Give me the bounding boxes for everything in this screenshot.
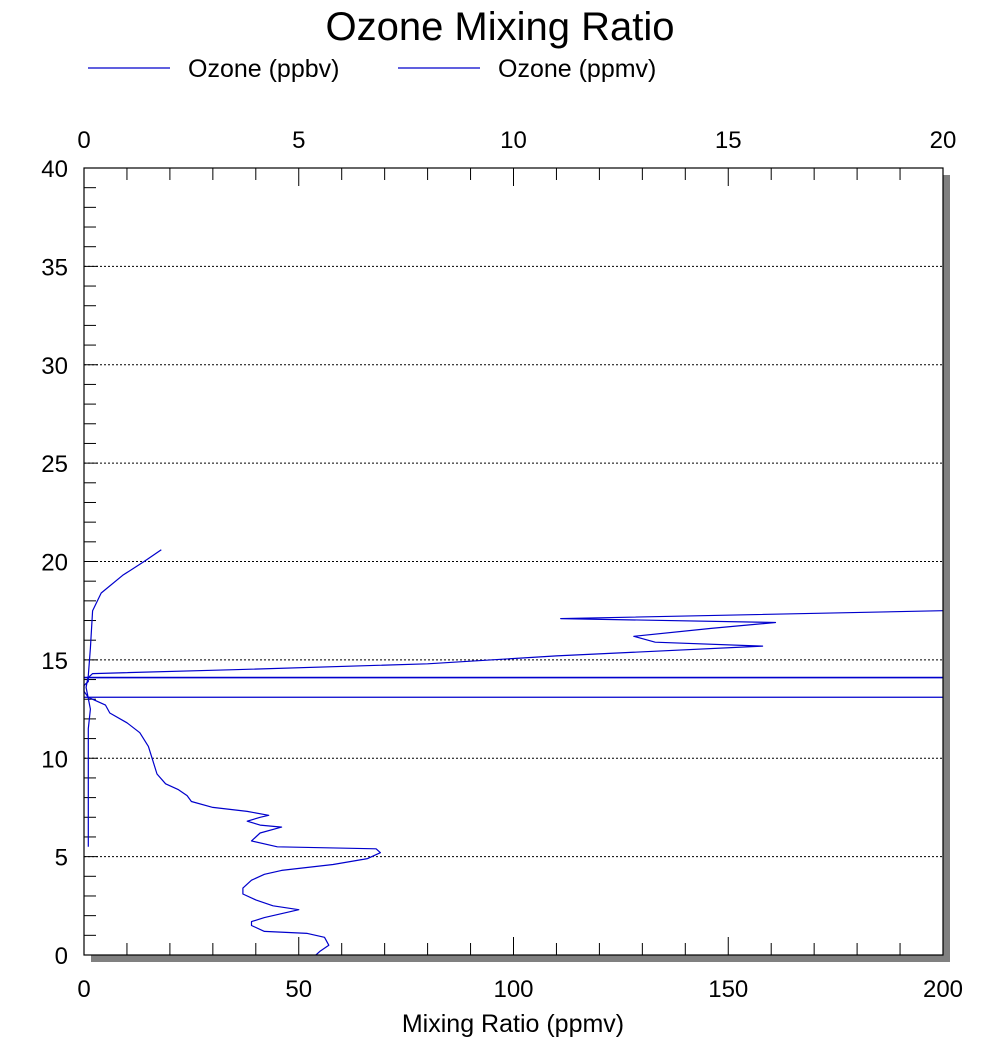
x-top-tick-label: 5	[292, 127, 305, 154]
x-axis-label: Mixing Ratio (ppmv)	[402, 1010, 624, 1038]
tick-labels: 0 5 10 15 20 25 30 35 40 0 50 100 150 200 0 5 10 15 20	[41, 127, 963, 1003]
y-tick-label: 25	[41, 451, 68, 478]
x-top-tick-label: 10	[500, 127, 527, 154]
legend-label-ppbv: Ozone (ppbv)	[188, 55, 339, 83]
legend-label-ppmv: Ozone (ppmv)	[498, 55, 656, 83]
y-tick-label: 10	[41, 746, 68, 773]
y-tick-label: 5	[55, 845, 68, 872]
x-top-tick-label: 15	[715, 127, 742, 154]
grid-lines	[84, 265, 943, 858]
y-tick-label: 0	[55, 943, 68, 970]
y-tick-label: 35	[41, 254, 68, 281]
y-tick-label: 30	[41, 353, 68, 380]
x-bottom-tick-label: 150	[708, 976, 748, 1003]
series-group	[83, 549, 944, 956]
chart-title: Ozone Mixing Ratio	[325, 5, 674, 49]
x-bottom-tick-label: 0	[77, 976, 90, 1003]
x-top-tick-label: 20	[930, 127, 957, 154]
x-bottom-tick-label: 100	[493, 976, 533, 1003]
plot-frame	[83, 167, 944, 956]
y-tick-label: 15	[41, 648, 68, 675]
series-line-ppbv	[83, 610, 944, 956]
x-top-tick-label: 0	[77, 127, 90, 154]
y-tick-label: 40	[41, 156, 68, 183]
x-bottom-tick-label: 200	[923, 976, 963, 1003]
y-tick-label: 20	[41, 550, 68, 577]
series-line-ppmv	[85, 549, 162, 847]
legend: Ozone (ppbv) Ozone (ppmv)	[88, 55, 656, 83]
x-bottom-tick-label: 50	[285, 976, 312, 1003]
